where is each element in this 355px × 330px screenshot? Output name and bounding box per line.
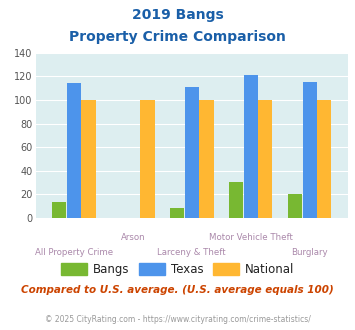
Bar [170,208,184,218]
Text: Burglary: Burglary [291,248,328,257]
Text: Larceny & Theft: Larceny & Theft [157,248,226,257]
Legend: Bangs, Texas, National: Bangs, Texas, National [56,258,299,281]
Text: Motor Vehicle Theft: Motor Vehicle Theft [209,233,293,242]
Bar [82,100,95,218]
Bar [185,87,199,218]
Bar [200,100,213,218]
Bar [302,82,317,218]
Bar [141,100,154,218]
Bar [67,83,81,218]
Bar [52,203,66,218]
Text: Arson: Arson [120,233,145,242]
Bar [258,100,272,218]
Text: Compared to U.S. average. (U.S. average equals 100): Compared to U.S. average. (U.S. average … [21,285,334,295]
Bar [288,194,302,218]
Bar [244,75,258,218]
Text: © 2025 CityRating.com - https://www.cityrating.com/crime-statistics/: © 2025 CityRating.com - https://www.city… [45,315,310,324]
Text: All Property Crime: All Property Crime [35,248,113,257]
Text: 2019 Bangs: 2019 Bangs [132,8,223,22]
Bar [317,100,332,218]
Bar [229,182,243,218]
Text: Property Crime Comparison: Property Crime Comparison [69,30,286,44]
